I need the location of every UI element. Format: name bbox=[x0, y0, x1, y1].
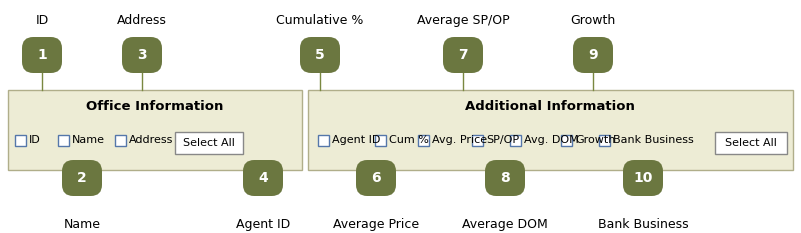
Text: 8: 8 bbox=[500, 171, 510, 185]
FancyBboxPatch shape bbox=[62, 160, 102, 196]
Text: Average Price: Average Price bbox=[333, 218, 419, 231]
Text: Average SP/OP: Average SP/OP bbox=[417, 14, 509, 27]
Text: Name: Name bbox=[63, 218, 100, 231]
Text: 4: 4 bbox=[258, 171, 268, 185]
FancyBboxPatch shape bbox=[175, 132, 243, 154]
FancyBboxPatch shape bbox=[375, 134, 386, 145]
Text: ID: ID bbox=[35, 14, 49, 27]
FancyBboxPatch shape bbox=[300, 37, 340, 73]
FancyBboxPatch shape bbox=[308, 90, 793, 170]
Text: 1: 1 bbox=[37, 48, 47, 62]
Text: Growth: Growth bbox=[570, 14, 616, 27]
FancyBboxPatch shape bbox=[561, 134, 572, 145]
FancyBboxPatch shape bbox=[58, 134, 69, 145]
Text: ID: ID bbox=[29, 135, 41, 145]
Text: Office Information: Office Information bbox=[87, 100, 223, 113]
Text: Avg. DOM: Avg. DOM bbox=[524, 135, 579, 145]
Text: SP/OP: SP/OP bbox=[486, 135, 519, 145]
Text: Additional Information: Additional Information bbox=[465, 100, 635, 113]
FancyBboxPatch shape bbox=[115, 134, 126, 145]
FancyBboxPatch shape bbox=[22, 37, 62, 73]
Text: Growth: Growth bbox=[575, 135, 615, 145]
FancyBboxPatch shape bbox=[15, 134, 26, 145]
FancyBboxPatch shape bbox=[356, 160, 396, 196]
FancyBboxPatch shape bbox=[715, 132, 787, 154]
Text: Average DOM: Average DOM bbox=[462, 218, 548, 231]
Text: Bank Business: Bank Business bbox=[613, 135, 694, 145]
Text: 5: 5 bbox=[315, 48, 325, 62]
Text: Agent ID: Agent ID bbox=[332, 135, 380, 145]
Text: Avg. Price: Avg. Price bbox=[432, 135, 487, 145]
FancyBboxPatch shape bbox=[472, 134, 483, 145]
Text: 9: 9 bbox=[588, 48, 598, 62]
FancyBboxPatch shape bbox=[573, 37, 613, 73]
FancyBboxPatch shape bbox=[443, 37, 483, 73]
Text: 6: 6 bbox=[371, 171, 380, 185]
FancyBboxPatch shape bbox=[418, 134, 429, 145]
Text: Cumulative %: Cumulative % bbox=[276, 14, 364, 27]
Text: Cum %: Cum % bbox=[389, 135, 429, 145]
Text: Bank Business: Bank Business bbox=[598, 218, 688, 231]
FancyBboxPatch shape bbox=[122, 37, 162, 73]
Text: 2: 2 bbox=[77, 171, 87, 185]
FancyBboxPatch shape bbox=[623, 160, 663, 196]
Text: Name: Name bbox=[72, 135, 105, 145]
Text: 10: 10 bbox=[634, 171, 653, 185]
FancyBboxPatch shape bbox=[243, 160, 283, 196]
Text: Select All: Select All bbox=[725, 138, 777, 148]
FancyBboxPatch shape bbox=[8, 90, 302, 170]
Text: Address: Address bbox=[117, 14, 167, 27]
Text: Agent ID: Agent ID bbox=[235, 218, 290, 231]
Text: Select All: Select All bbox=[183, 138, 235, 148]
Text: Address: Address bbox=[129, 135, 173, 145]
FancyBboxPatch shape bbox=[318, 134, 329, 145]
FancyBboxPatch shape bbox=[510, 134, 521, 145]
FancyBboxPatch shape bbox=[485, 160, 525, 196]
Text: 7: 7 bbox=[458, 48, 468, 62]
FancyBboxPatch shape bbox=[599, 134, 610, 145]
Text: 3: 3 bbox=[137, 48, 147, 62]
